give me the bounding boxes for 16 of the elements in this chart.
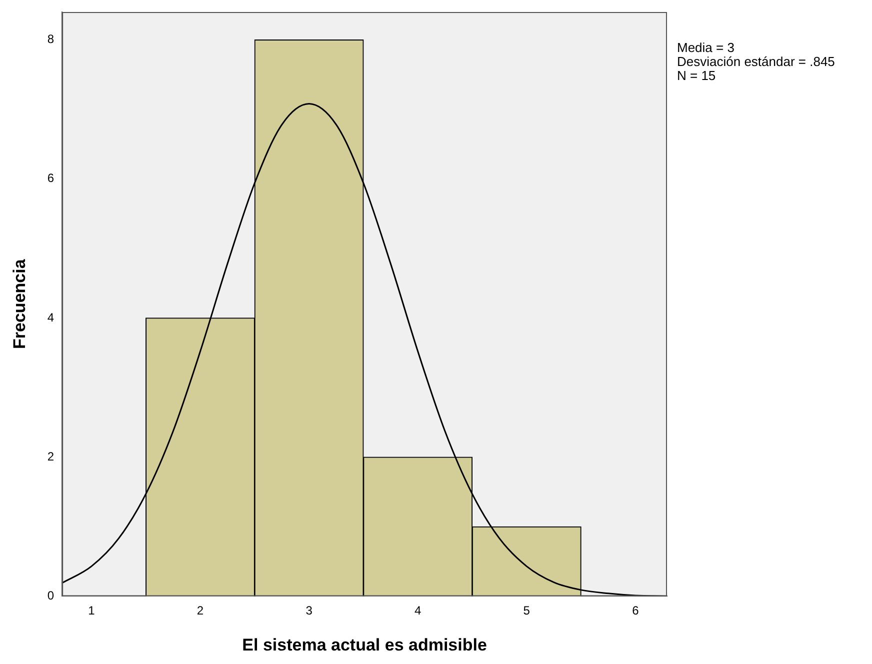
y-tick-label: 6 <box>47 171 54 186</box>
y-tick-label: 0 <box>47 588 54 603</box>
x-tick-label: 2 <box>196 604 204 618</box>
x-tick-label: 1 <box>88 604 96 618</box>
x-tick-label: 3 <box>306 604 313 618</box>
y-tick-label: 4 <box>47 310 54 324</box>
y-tick-label: 8 <box>47 32 54 46</box>
text: Media = 3 <box>677 40 734 56</box>
x-tick-label: 5 <box>523 604 530 618</box>
x-tick-label: 6 <box>632 604 640 618</box>
x-tick-label: 4 <box>414 604 422 618</box>
text: N = 15 <box>677 68 716 84</box>
y-axis-title: Frecuencia <box>10 258 29 349</box>
x-axis-title: El sistema actual es admisible <box>242 635 487 654</box>
text: Desviación estándar = .845 <box>677 54 835 70</box>
y-tick-label: 2 <box>47 449 54 464</box>
